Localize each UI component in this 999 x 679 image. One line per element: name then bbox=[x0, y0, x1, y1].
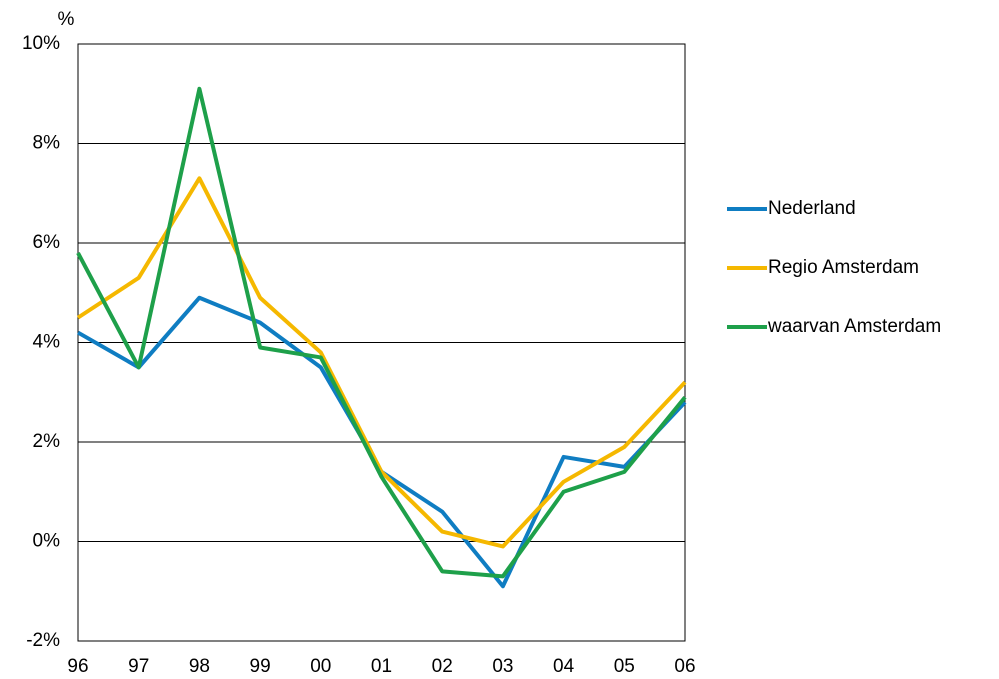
x-tick-label: 02 bbox=[432, 656, 453, 677]
x-tick-label: 05 bbox=[614, 656, 635, 677]
x-tick-label: 06 bbox=[674, 656, 695, 677]
y-tick-label: -2% bbox=[26, 630, 60, 651]
series-line bbox=[76, 176, 687, 549]
plot-border bbox=[77, 43, 686, 642]
x-tick-label: 04 bbox=[553, 656, 575, 677]
x-tick-label: 01 bbox=[371, 656, 392, 677]
y-tick-label: 2% bbox=[33, 431, 61, 452]
y-tick-label: 4% bbox=[33, 332, 61, 353]
series-line bbox=[76, 86, 687, 579]
x-tick-label: 00 bbox=[310, 656, 331, 677]
y-tick-label: 0% bbox=[33, 531, 61, 552]
x-tick-label: 96 bbox=[67, 656, 88, 677]
x-tick-label: 03 bbox=[492, 656, 513, 677]
x-tick-label: 97 bbox=[128, 656, 149, 677]
y-tick-label: 6% bbox=[33, 232, 61, 253]
x-tick-label: 99 bbox=[250, 656, 271, 677]
y-tick-label: 8% bbox=[33, 133, 61, 154]
x-tick-label: 98 bbox=[189, 656, 210, 677]
y-tick-label: 10% bbox=[22, 33, 60, 54]
legend-label: Regio Amsterdam bbox=[768, 257, 919, 278]
y-axis-label: % bbox=[58, 9, 75, 30]
legend-label: waarvan Amsterdam bbox=[767, 316, 941, 337]
legend-label: Nederland bbox=[768, 198, 856, 219]
